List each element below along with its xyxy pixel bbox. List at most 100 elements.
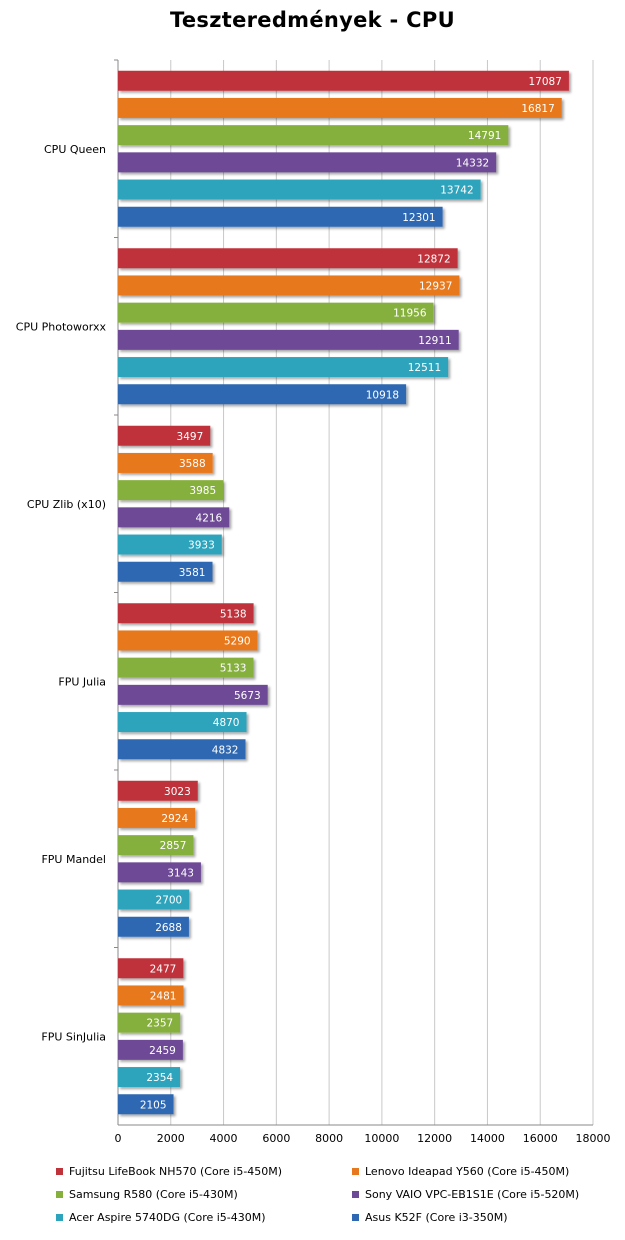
data-label: 2481 (150, 990, 177, 1002)
category-label: CPU Queen (44, 143, 106, 156)
bar (118, 275, 460, 296)
legend-item: Fujitsu LifeBook NH570 (Core i5-450M) (56, 1164, 352, 1178)
data-label: 17087 (529, 76, 562, 88)
data-label: 4216 (196, 512, 223, 524)
legend-label: Samsung R580 (Core i5-430M) (69, 1187, 238, 1201)
legend-label: Asus K52F (Core i3-350M) (365, 1210, 508, 1224)
bar (118, 958, 184, 979)
legend-label: Sony VAIO VPC-EB1S1E (Core i5-520M) (365, 1187, 580, 1201)
bar (118, 97, 562, 118)
category-label: FPU SinJulia (41, 1030, 106, 1043)
data-label: 4832 (212, 744, 239, 756)
data-label: 2700 (156, 895, 183, 907)
bar (118, 1012, 181, 1033)
category-label: FPU Mandel (41, 853, 106, 866)
data-label: 5133 (220, 663, 247, 675)
bar (118, 657, 254, 678)
chart-legend: Fujitsu LifeBook NH570 (Core i5-450M) Len… (56, 1164, 616, 1224)
data-label: 3588 (179, 458, 206, 470)
legend-label: Lenovo Ideapad Y560 (Core i5-450M) (365, 1164, 570, 1178)
x-tick-label: 6000 (262, 1132, 290, 1145)
bar (118, 780, 198, 801)
bar (118, 70, 569, 91)
bar (118, 835, 194, 856)
bar (118, 480, 224, 501)
data-label: 12301 (402, 212, 435, 224)
bar (118, 534, 222, 555)
legend-item: Asus K52F (Core i3-350M) (352, 1210, 616, 1224)
data-label: 2477 (150, 963, 177, 975)
legend-label: Fujitsu LifeBook NH570 (Core i5-450M) (69, 1164, 283, 1178)
legend-swatch (352, 1167, 359, 1175)
bar (118, 916, 189, 937)
bar (118, 1067, 181, 1088)
bar (118, 603, 254, 624)
bar (118, 206, 443, 227)
x-tick-label: 14000 (470, 1132, 505, 1145)
bar (118, 985, 184, 1006)
data-label: 16817 (521, 103, 554, 115)
data-label: 2357 (146, 1018, 173, 1030)
x-tick-label: 18000 (576, 1132, 611, 1145)
data-label: 10918 (366, 389, 399, 401)
legend-item: Acer Aspire 5740DG (Core i5-430M) (56, 1210, 352, 1224)
data-label: 5138 (220, 608, 247, 620)
bar (118, 152, 497, 173)
x-tick-label: 4000 (210, 1132, 238, 1145)
bar (118, 384, 407, 405)
bar (118, 807, 196, 828)
data-label: 12511 (408, 362, 441, 374)
bar (118, 862, 201, 883)
data-label: 2354 (146, 1072, 173, 1084)
x-tick-label: 16000 (523, 1132, 558, 1145)
x-tick-label: 2000 (157, 1132, 185, 1145)
data-label: 2688 (155, 922, 182, 934)
data-label: 11956 (393, 308, 427, 320)
category-label: CPU Photoworxx (16, 320, 107, 333)
x-tick-label: 10000 (364, 1132, 399, 1145)
data-label: 12872 (417, 253, 450, 265)
data-label: 14332 (456, 157, 489, 169)
data-label: 3581 (179, 567, 206, 579)
data-label: 5673 (234, 690, 261, 702)
legend-swatch (352, 1190, 359, 1198)
chart-title: Teszteredmények - CPU (170, 8, 455, 32)
data-label: 14791 (468, 130, 501, 142)
bar-chart: 0 2000 4000 6000 8000 10000 12000 14000 16000 180… (16, 59, 611, 1145)
data-label: 2924 (161, 813, 188, 825)
bar (118, 452, 213, 473)
bar (118, 630, 258, 651)
data-label: 4870 (213, 717, 240, 729)
legend-item: Lenovo Ideapad Y560 (Core i5-450M) (352, 1164, 616, 1178)
data-label: 2459 (149, 1045, 176, 1057)
legend-swatch (56, 1213, 63, 1221)
data-label: 3933 (188, 540, 215, 552)
data-label: 5290 (224, 635, 251, 647)
bar (118, 329, 459, 350)
data-label: 3143 (167, 867, 194, 879)
bar (118, 684, 268, 705)
data-label: 12911 (418, 335, 451, 347)
data-label: 2857 (160, 840, 187, 852)
bar (118, 1094, 174, 1115)
bar (118, 739, 246, 760)
data-label: 13742 (440, 185, 473, 197)
legend-swatch (56, 1167, 63, 1175)
legend-item: Samsung R580 (Core i5-430M) (56, 1187, 352, 1201)
data-label: 3023 (164, 786, 191, 798)
bar (118, 425, 211, 446)
legend-swatch (352, 1213, 359, 1221)
legend-label: Acer Aspire 5740DG (Core i5-430M) (69, 1210, 266, 1224)
category-label: FPU Julia (58, 675, 106, 688)
bar (118, 125, 509, 146)
legend-item: Sony VAIO VPC-EB1S1E (Core i5-520M) (352, 1187, 616, 1201)
bar (118, 302, 434, 323)
x-tick-label: 8000 (315, 1132, 343, 1145)
legend-swatch (56, 1190, 63, 1198)
x-tick-label: 12000 (417, 1132, 452, 1145)
bar (118, 357, 449, 378)
bar (118, 179, 481, 200)
bar (118, 248, 458, 269)
data-label: 3497 (177, 431, 204, 443)
x-tick-label: 0 (115, 1132, 122, 1145)
